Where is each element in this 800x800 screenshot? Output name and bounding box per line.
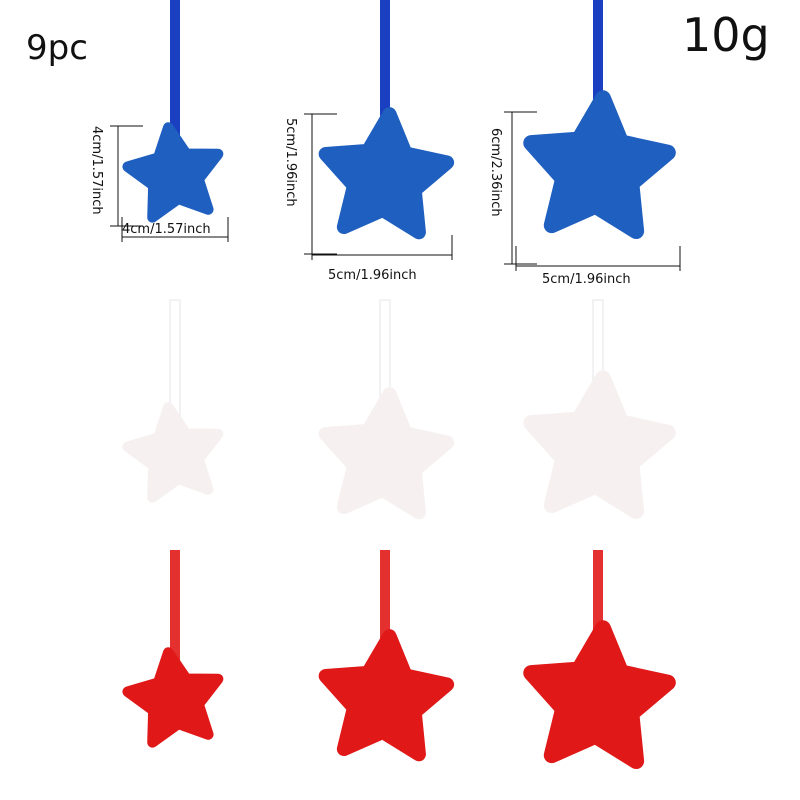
weight-label: 10g: [682, 8, 770, 62]
medium-height-label: 5cm/1.96inch: [283, 118, 298, 207]
ribbon: [170, 550, 180, 672]
ribbon: [170, 0, 180, 147]
star-ornament: [318, 387, 455, 520]
star-ornament: [523, 370, 676, 520]
star-ornament: [122, 402, 224, 503]
ribbon: [380, 0, 390, 140]
ribbon: [593, 0, 603, 127]
large-height-label: 6cm/2.36inch: [488, 128, 503, 217]
medium-width-label: 5cm/1.96inch: [328, 268, 417, 283]
small-height-label: 4cm/1.57inch: [89, 126, 104, 215]
star-ornament: [122, 647, 224, 748]
ribbon: [380, 550, 390, 662]
star-ornament: [523, 620, 676, 770]
star-ornament: [318, 107, 455, 240]
ribbon: [593, 550, 603, 657]
piece-count-label: 9pc: [26, 28, 88, 68]
large-width-label: 5cm/1.96inch: [542, 272, 631, 287]
star-ornament: [122, 122, 224, 223]
star-ornament: [523, 90, 676, 240]
small-width-label: 4cm/1.57inch: [122, 222, 211, 237]
star-ornament: [318, 629, 455, 762]
